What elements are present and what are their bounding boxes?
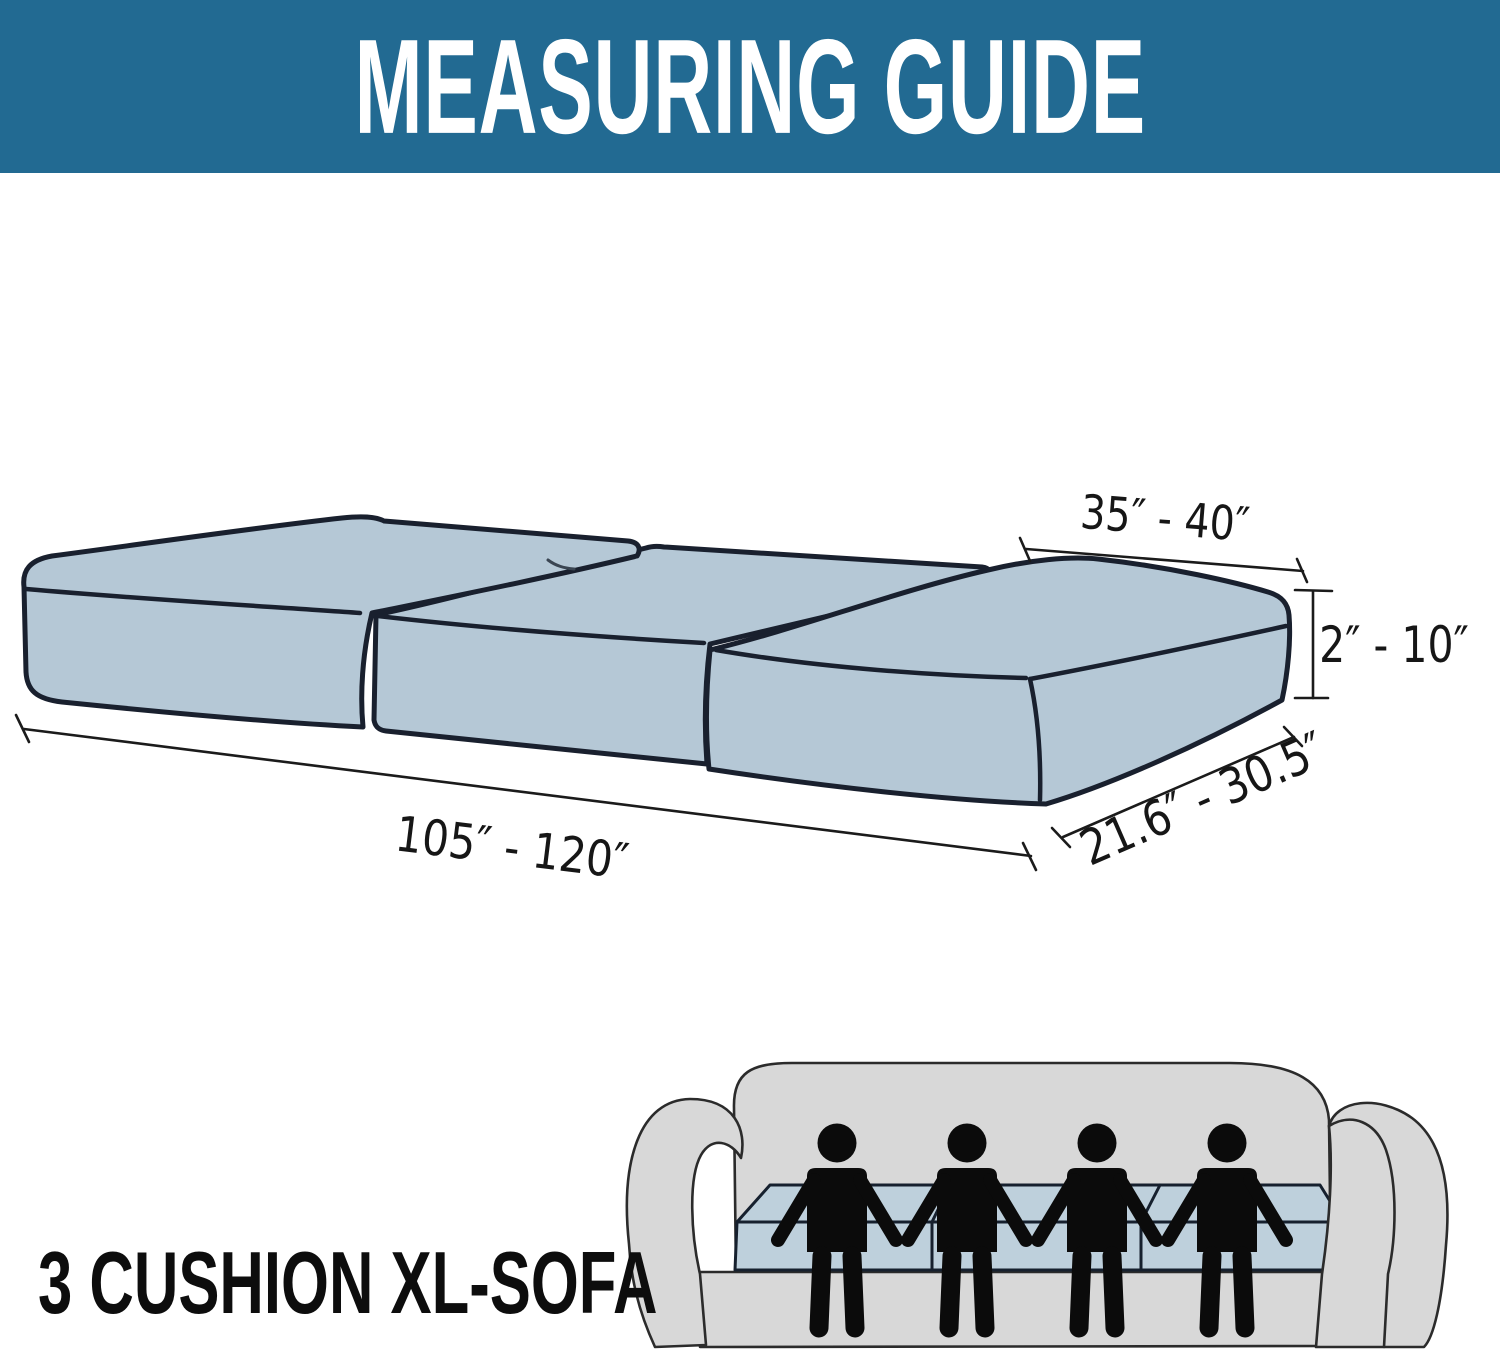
depth-tick-right [1282,725,1304,748]
sofa-right-arm-roll-line [1327,1118,1396,1349]
height-measurement-label: 2″ - 10″ [1319,616,1469,674]
length-dimension-line [22,727,1033,858]
cushion-right-front-corner-edge [1027,676,1043,803]
sofa-illustration [625,1061,1449,1349]
cushion-left-crease [23,586,363,616]
sofa-right-arm [1314,1101,1449,1349]
cushion-middle-fabric-mark [546,558,576,571]
cushion-right [703,555,1293,807]
length-tick-left [14,713,31,744]
depth-tick-left [1050,826,1072,849]
dimension-lines [14,536,1334,872]
cushion-right-top-corner-edge [1027,623,1289,682]
height-tick-top [1293,588,1334,593]
length-tick-right [1021,841,1038,872]
header-banner: MEASURING GUIDE [0,0,1500,173]
width-tick-right [1295,557,1309,584]
sofa-left-arm [625,1097,744,1349]
width-dimension-line [1024,547,1305,573]
cushion-right-crease [713,647,1029,681]
cushion-middle-crease [375,613,707,646]
sofa-type-caption: 3 CUSHION XL-SOFA [38,1233,658,1332]
depth-dimension-line [1061,735,1296,839]
page-title: MEASURING GUIDE [354,11,1146,161]
width-tick-left [1018,536,1032,563]
cushion-drawing [21,514,1293,807]
cushion-left [21,514,642,730]
